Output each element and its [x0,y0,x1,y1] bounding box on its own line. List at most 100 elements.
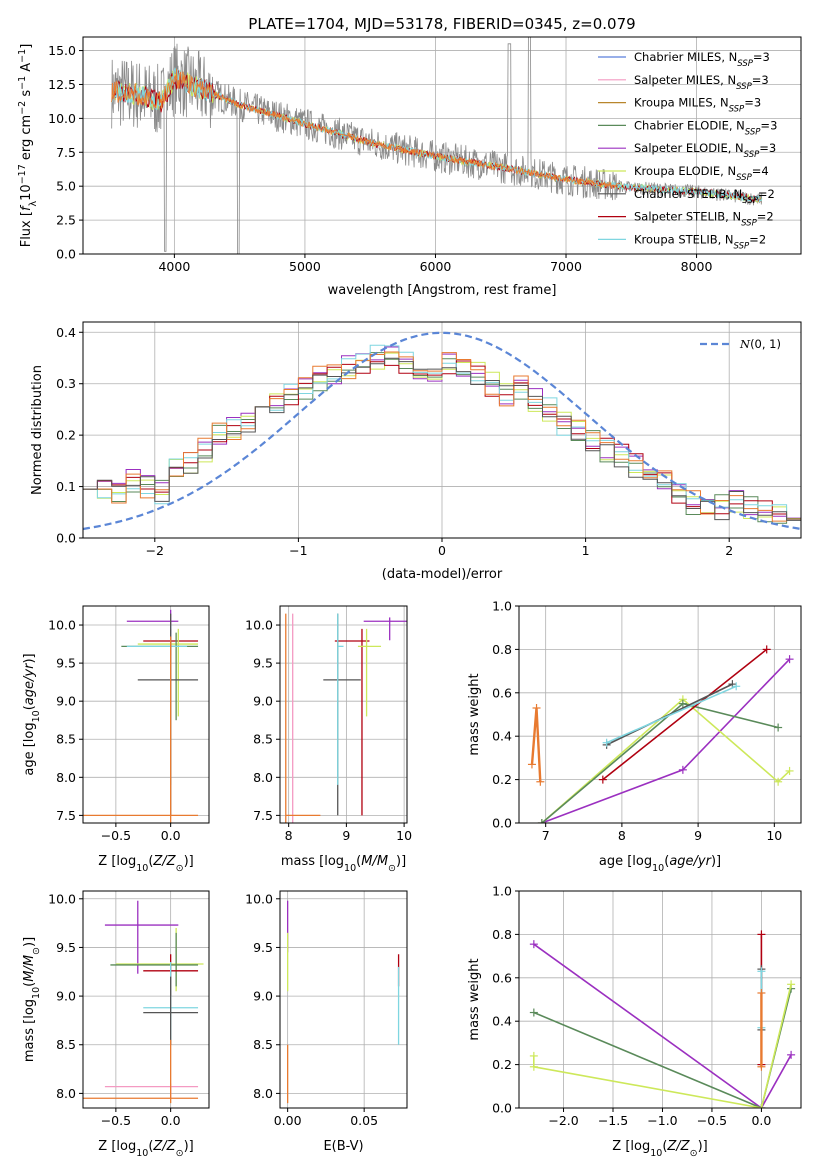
legend-name: Chabrier MILES [634,50,721,64]
y-tick-label: 8.5 [56,732,76,747]
mass-z-frame [82,890,210,1109]
label-part: age/yr [669,854,712,869]
y-tick-label: 9.5 [253,656,273,671]
y-tick-label: 9.0 [56,989,76,1004]
label-part: mass [log [281,854,344,869]
weight-age-frame [518,605,802,824]
label-part: ( [22,705,37,710]
label-part: Z/Z [152,1139,176,1154]
mass-z-plot [83,900,204,1104]
y-tick-label: 1.0 [492,884,512,899]
label-part: ( [148,854,153,869]
y-tick-label: 10.0 [245,618,273,633]
legend-eq: = [752,73,762,87]
weight-line [533,984,792,1108]
residuals-frame [82,321,802,539]
label-part: −17 [17,164,28,184]
legend-name: Salpeter STELIB [634,210,725,224]
label-part: mass [log [22,999,37,1062]
legend-entry: N(0, 1) [739,337,781,351]
weight-z-plot [529,930,796,1108]
x-tick-label: 10 [396,828,412,843]
x-axis-label: mass [log10(M/M⊙)] [281,854,406,874]
y-tick-label: 0.2 [492,772,512,787]
label-part: Z/Z [666,1139,690,1154]
label-part: ( [22,982,37,987]
label-part: 10 [344,863,356,874]
y-axis-label: mass [log10(M/M⊙)] [22,937,42,1062]
y-tick-label: 8.5 [56,1037,76,1052]
x-tick-label: 2 [725,543,733,558]
label-part: )] [698,1139,708,1154]
legend-eq: = [760,118,770,132]
y-tick-label: 9.5 [56,656,76,671]
weight-line [541,702,779,823]
legend-entry: Chabrier ELODIE, NSSP=3 [634,118,777,137]
legend-suffix: , N [729,118,745,132]
x-tick-label: 9 [342,828,350,843]
label-part: ] [19,44,34,49]
weight-line [606,685,737,744]
legend-eq: = [757,210,767,224]
y-axis-label: Flux [fλ10−17 erg cm−2 s−1 A−1] [17,44,39,248]
x-tick-label: −0.5 [101,1113,131,1128]
x-axis-label: Z [log10(Z/Z⊙)] [612,1139,707,1159]
x-tick-label: −0.5 [101,828,131,843]
label-part: age [log [599,854,652,869]
y-tick-label: 8.0 [253,1086,273,1101]
x-tick-label: 0.05 [350,1113,378,1128]
y-tick-label: 15.0 [48,43,76,58]
legend-sub: SSP [736,173,752,183]
x-tick-label: −1 [289,543,307,558]
legend-name: Kroupa ELODIE [634,164,720,178]
y-tick-label: 8.0 [56,1086,76,1101]
x-tick-label: 0 [438,543,446,558]
label-part: 10 [31,987,42,999]
residual-histogram [83,357,801,521]
mass-ebv-axes: 0.00 0.05 8.0 8.5 9.0 9.5 10.0 [245,891,407,1128]
y-tick-label: 1.0 [492,599,512,614]
y-tick-label: 7.5 [56,145,76,160]
legend-n: 4 [761,164,768,178]
x-tick-label: −2.0 [548,1113,578,1128]
x-tick-label: 1 [582,543,590,558]
residual-histogram [83,360,801,520]
x-tick-label: 8000 [681,259,713,274]
legend-n: 2 [768,187,775,201]
legend-n: 2 [766,210,773,224]
label-part: ⊙ [176,863,184,874]
y-tick-label: 2.5 [56,213,76,228]
y-axis-label: mass weight [467,958,482,1040]
label-part: erg cm [19,115,34,164]
label-part: s [19,90,34,101]
legend-sub: SSP [742,196,758,206]
y-tick-label: 5.0 [56,179,76,194]
y-tick-label: 0.4 [492,1014,512,1029]
age-z-axes: −0.5 0.0 7.5 8.0 8.5 9.0 9.5 10.0 [48,606,209,843]
label-part: −2 [17,101,28,115]
legend-entry: Salpeter ELODIE, NSSP=3 [634,141,776,160]
legend-entry: Kroupa STELIB, NSSP=2 [634,232,766,251]
legend-entry: Salpeter STELIB, NSSP=2 [634,210,774,229]
age-mass-frame [279,605,408,824]
x-tick-label: 8 [618,828,626,843]
label-part: Z [log [98,854,136,869]
label-part: Z [log [98,1139,136,1154]
y-tick-label: 8.0 [56,770,76,785]
age-z-frame [82,605,210,824]
label-part: Z [log [612,1139,650,1154]
label-part: M/M [22,955,37,982]
label-part: 10 [652,863,664,874]
age-mass-axes: 8 9 10 7.5 8.0 8.5 9.0 9.5 10.0 [245,606,412,843]
y-tick-label: 0.2 [56,428,76,443]
y-tick-label: 9.0 [253,694,273,709]
weight-line [602,648,768,781]
legend-name: Salpeter MILES [634,73,720,87]
legend-eq: = [759,141,769,155]
residual-histogram [83,351,801,522]
spectrum-axes: 4000 5000 6000 7000 8000 0.0 2.5 5.0 7.5 10.0 12.5… [48,37,801,274]
label-part: age [log [22,722,37,775]
y-tick-label: 10.0 [48,618,76,633]
legend-suffix: , N [725,210,741,224]
x-tick-label: −1.5 [598,1113,628,1128]
